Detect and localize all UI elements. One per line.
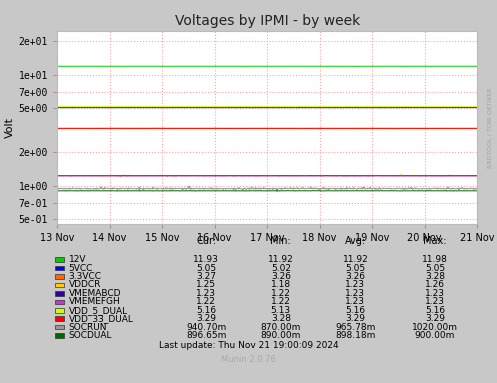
Text: 5.13: 5.13: [271, 306, 291, 315]
Text: 12V: 12V: [69, 255, 86, 264]
Text: 11.92: 11.92: [268, 255, 294, 264]
Text: 1.23: 1.23: [425, 297, 445, 306]
Text: Avg:: Avg:: [345, 236, 366, 246]
Text: SOCDUAL: SOCDUAL: [69, 331, 112, 340]
Text: 5.02: 5.02: [271, 264, 291, 273]
Text: 890.00m: 890.00m: [260, 331, 301, 340]
Text: 1020.00m: 1020.00m: [412, 322, 458, 332]
Text: 1.23: 1.23: [425, 289, 445, 298]
Text: 1.23: 1.23: [345, 289, 365, 298]
Text: 3.29: 3.29: [345, 314, 365, 323]
Text: 900.00m: 900.00m: [414, 331, 455, 340]
Text: 1.22: 1.22: [196, 297, 216, 306]
Title: Voltages by IPMI - by week: Voltages by IPMI - by week: [174, 14, 360, 28]
Text: VDD_5_DUAL: VDD_5_DUAL: [69, 306, 128, 315]
Text: 5.05: 5.05: [196, 264, 216, 273]
Text: Min:: Min:: [270, 236, 291, 246]
Text: 1.23: 1.23: [196, 289, 216, 298]
Text: 3.26: 3.26: [271, 272, 291, 281]
Text: 3.3VCC: 3.3VCC: [69, 272, 101, 281]
Text: VMEMEFGH: VMEMEFGH: [69, 297, 120, 306]
Text: 3.27: 3.27: [196, 272, 216, 281]
Text: 1.22: 1.22: [271, 297, 291, 306]
Text: 3.29: 3.29: [196, 314, 216, 323]
Text: 1.26: 1.26: [425, 280, 445, 290]
Text: 896.65m: 896.65m: [186, 331, 227, 340]
Text: 3.26: 3.26: [345, 272, 365, 281]
Text: RRDTOOL / TOBI OETIKER: RRDTOOL / TOBI OETIKER: [487, 87, 492, 168]
Text: 5VCC: 5VCC: [69, 264, 93, 273]
Text: 3.29: 3.29: [425, 314, 445, 323]
Text: 1.25: 1.25: [196, 280, 216, 290]
Text: VDD_33_DUAL: VDD_33_DUAL: [69, 314, 134, 323]
Text: 940.70m: 940.70m: [186, 322, 226, 332]
Text: 965.78m: 965.78m: [335, 322, 376, 332]
Text: Cur:: Cur:: [196, 236, 216, 246]
Text: 3.28: 3.28: [425, 272, 445, 281]
Text: 1.23: 1.23: [345, 280, 365, 290]
Text: 5.16: 5.16: [196, 306, 216, 315]
Text: 5.16: 5.16: [345, 306, 365, 315]
Text: 1.18: 1.18: [271, 280, 291, 290]
Text: 5.05: 5.05: [425, 264, 445, 273]
Y-axis label: Volt: Volt: [4, 117, 14, 138]
Text: 5.16: 5.16: [425, 306, 445, 315]
Text: 898.18m: 898.18m: [335, 331, 376, 340]
Text: SOCRUN: SOCRUN: [69, 322, 107, 332]
Text: 3.28: 3.28: [271, 314, 291, 323]
Text: Munin 2.0.76: Munin 2.0.76: [221, 355, 276, 364]
Text: 1.23: 1.23: [345, 297, 365, 306]
Text: 870.00m: 870.00m: [260, 322, 301, 332]
Text: 1.22: 1.22: [271, 289, 291, 298]
Text: Max:: Max:: [423, 236, 447, 246]
Text: VDDCR: VDDCR: [69, 280, 101, 290]
Text: Last update: Thu Nov 21 19:00:09 2024: Last update: Thu Nov 21 19:00:09 2024: [159, 341, 338, 350]
Text: VMEMABCD: VMEMABCD: [69, 289, 121, 298]
Text: 11.93: 11.93: [193, 255, 219, 264]
Text: 11.92: 11.92: [342, 255, 368, 264]
Text: 11.98: 11.98: [422, 255, 448, 264]
Text: 5.05: 5.05: [345, 264, 365, 273]
